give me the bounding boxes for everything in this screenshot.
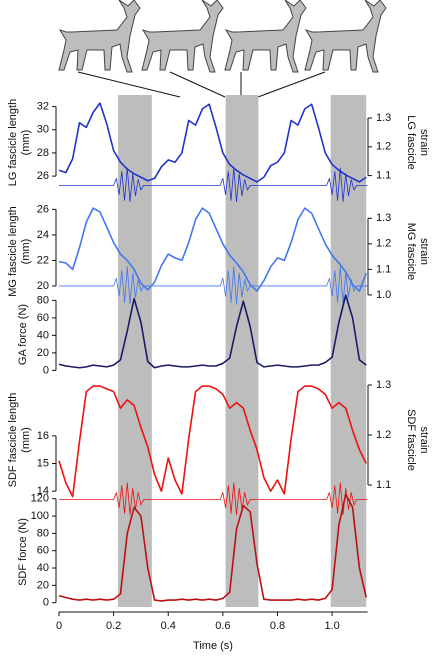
y2-tick-label: 1.1 [376, 170, 391, 182]
pointer-line [169, 71, 226, 98]
goat-silhouette [304, 0, 387, 73]
x-axis-label: Time (s) [193, 640, 233, 652]
data-line [58, 493, 368, 602]
y-axis-label: SDF force (N) [17, 518, 29, 586]
y2-tick-label: 1.1 [376, 479, 391, 491]
y-tick-label: 22 [37, 254, 49, 266]
x-tick-label: 0.6 [215, 620, 230, 632]
y-tick-label: 26 [37, 170, 49, 182]
y-tick-label: 80 [37, 294, 49, 306]
y2-tick-label: 1.2 [376, 141, 391, 153]
y-tick-label: 60 [37, 545, 49, 557]
y-tick-label: 15 [37, 457, 49, 469]
x-tick-label: 0.4 [161, 620, 176, 632]
y-tick-label: 40 [37, 562, 49, 574]
y2-tick-label: 1.3 [376, 379, 391, 391]
stance-span [330, 95, 367, 607]
goat-silhouette [224, 0, 307, 73]
y-tick-label: 80 [37, 527, 49, 539]
y2-axis-label: strain [418, 427, 430, 454]
pointer-line [77, 71, 181, 98]
x-tick-label: 1.0 [324, 620, 339, 632]
y2-axis-label: SDF fascicle [405, 409, 417, 471]
y2-tick-label: 1.3 [376, 112, 391, 124]
emg-trace [59, 266, 368, 305]
y-tick-label: 0 [43, 597, 49, 609]
y-axis-label: (mm) [20, 130, 32, 156]
y2-tick-label: 1.1 [376, 263, 391, 275]
y-tick-label: 26 [37, 203, 49, 215]
data-line [58, 294, 367, 369]
y-axis-label: GA force (N) [17, 304, 29, 365]
y-tick-label: 0 [43, 364, 49, 376]
data-line [58, 207, 367, 292]
y-tick-label: 40 [37, 329, 49, 341]
y2-axis-label: strain [418, 238, 430, 265]
y-tick-label: 28 [37, 147, 49, 159]
y-axis-label: SDF fascicle length [7, 393, 19, 488]
y2-axis-label: strain [418, 129, 430, 156]
y-axis-label: MG fascicle length [7, 206, 19, 296]
emg-trace [59, 482, 368, 516]
y-axis-label: (mm) [20, 239, 32, 265]
y2-axis-label: MG fascicle [405, 223, 417, 280]
y-tick-label: 14 [37, 485, 49, 497]
x-tick-label: 0 [56, 620, 62, 632]
y-tick-label: 120 [31, 493, 49, 505]
y2-tick-label: 1.0 [376, 289, 391, 301]
y2-tick-label: 1.2 [376, 429, 391, 441]
shaded-spans [117, 95, 367, 607]
x-tick-label: 0.8 [270, 620, 285, 632]
y2-tick-label: 1.3 [376, 212, 391, 224]
y-tick-label: 16 [37, 430, 49, 442]
data-line [58, 102, 367, 183]
y2-tick-label: 1.2 [376, 238, 391, 250]
data-line [58, 385, 367, 498]
panels: 0 0.2 0.4 0.6 0.8 1.0 26 28 30 32 LG fascicle leng… [7, 99, 430, 632]
goat-silhouette [58, 0, 141, 73]
y2-axis-label: LG fascicle [405, 115, 417, 169]
y-tick-label: 20 [37, 347, 49, 359]
emg-trace [59, 167, 368, 202]
y-tick-label: 24 [37, 229, 49, 241]
y-axis-label: LG fascicle length [7, 99, 19, 186]
y-tick-label: 20 [37, 280, 49, 292]
goat-silhouette [141, 0, 224, 73]
x-tick-label: 0.2 [106, 620, 121, 632]
y-tick-label: 100 [31, 510, 49, 522]
y-tick-label: 20 [37, 579, 49, 591]
y-tick-label: 60 [37, 312, 49, 324]
y-tick-label: 30 [37, 124, 49, 136]
y-tick-label: 32 [37, 100, 49, 112]
pointer-line [257, 71, 326, 98]
y-axis-label: (mm) [20, 427, 32, 453]
